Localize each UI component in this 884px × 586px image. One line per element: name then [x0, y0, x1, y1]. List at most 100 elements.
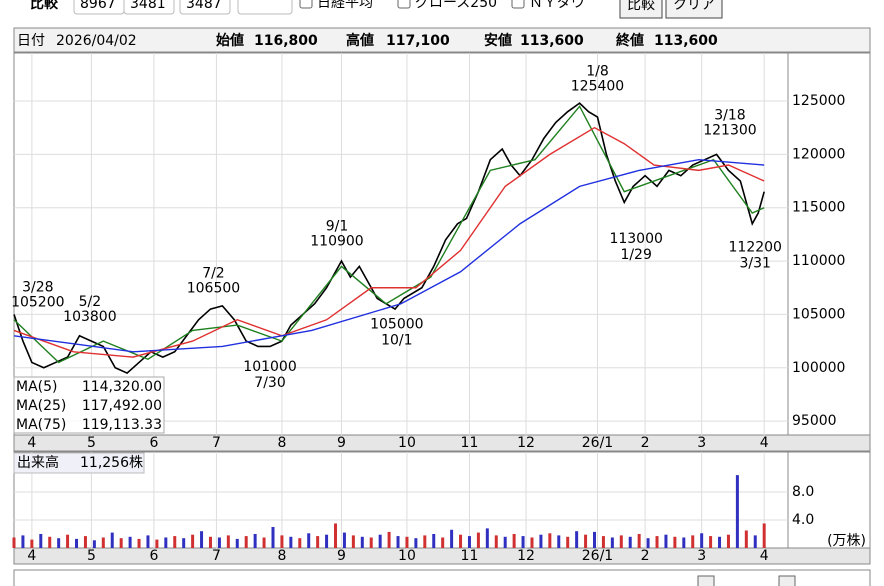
field-value: 113,600 [520, 33, 584, 49]
x-tick-label: 7 [212, 548, 221, 564]
x-tick-label: 2 [641, 548, 650, 564]
annotation: 1/8 [586, 64, 609, 80]
x-tick-label: 26/1 [582, 435, 613, 451]
volume-bar [280, 535, 284, 548]
volume-bar [75, 538, 79, 548]
volume-bar [441, 537, 445, 548]
volume-bar [83, 536, 87, 548]
code-input[interactable] [237, 0, 293, 15]
legend-value: 114,320.00 [82, 379, 162, 395]
volume-bar [762, 523, 766, 548]
volume-bar [262, 537, 266, 548]
volume-bar [753, 535, 757, 548]
volume-bar [432, 533, 436, 548]
x-tick-label: 4 [27, 548, 36, 564]
checkbox[interactable] [397, 0, 411, 9]
volume-bar [253, 533, 257, 548]
code-input[interactable] [123, 0, 175, 15]
month-band [13, 434, 871, 452]
volume-bar [628, 536, 632, 548]
y-tick-label: 100000 [792, 360, 845, 376]
volume-bar [119, 538, 123, 548]
x-tick-label: 6 [149, 435, 158, 451]
volume-bar [521, 536, 525, 548]
volume-bar [226, 535, 230, 548]
annotation: 3/31 [740, 256, 771, 272]
volume-bar [57, 538, 61, 548]
volume-bar [235, 538, 239, 548]
y-tick-label: 125000 [792, 93, 845, 109]
volume-bar [691, 535, 695, 548]
volume-bar [619, 535, 623, 548]
x-tick-label: 7 [212, 435, 221, 451]
legend-name: MA(5) [16, 379, 58, 395]
volume-bar [289, 536, 293, 548]
x-tick-label: 12 [517, 548, 535, 564]
volume-bar [271, 526, 275, 548]
x-tick-label: 4 [760, 548, 769, 564]
x-tick-label: 8 [277, 435, 286, 451]
date-label: 日付 [17, 33, 45, 49]
volume-bar [21, 535, 25, 548]
x-tick-label: 3 [697, 435, 706, 451]
volume-bar [298, 538, 302, 548]
volume-bar [637, 533, 641, 548]
volume-bar [557, 535, 561, 548]
volume-bar [494, 535, 498, 548]
volume-bar [316, 536, 320, 548]
volume-bar [566, 536, 570, 548]
x-tick-label: 5 [87, 435, 96, 451]
annotation: 125400 [571, 79, 624, 95]
code-input-text: 3487 [186, 0, 222, 12]
volume-title-box [13, 452, 145, 474]
button[interactable] [665, 0, 723, 19]
volume-bar [664, 534, 668, 548]
field-value: 113,600 [654, 33, 718, 49]
x-tick-label: 9 [337, 435, 346, 451]
volume-bar [575, 531, 579, 548]
volume-bar [208, 536, 212, 548]
annotation: 103800 [63, 309, 116, 325]
ma-line [13, 105, 765, 364]
volume-bar [718, 536, 722, 548]
code-input-text: 8967 [80, 0, 116, 12]
volume-bar [548, 533, 552, 548]
volume-bar [610, 537, 614, 548]
checkbox[interactable] [511, 0, 525, 9]
x-tick-label: 11 [461, 548, 479, 564]
y-tick-label: 95000 [792, 413, 837, 429]
code-input-text: 3481 [130, 0, 166, 12]
button[interactable] [619, 0, 663, 19]
annotation: 7/2 [202, 265, 225, 281]
volume-bar [92, 540, 96, 548]
volume-bar [244, 536, 248, 548]
volume-bar [146, 535, 150, 548]
field-label: 終値 [616, 32, 644, 49]
checkbox[interactable] [299, 0, 313, 9]
volume-bar [467, 536, 471, 548]
legend-name: MA(75) [16, 417, 66, 433]
scroll-handle[interactable] [778, 575, 796, 586]
legend-value: 119,113.33 [82, 417, 162, 433]
legend-value: 117,492.00 [82, 398, 162, 414]
volume-bar [682, 537, 686, 548]
x-tick-label: 26/1 [582, 548, 613, 564]
scroll-handle[interactable] [697, 575, 715, 586]
y-tick-label: 120000 [792, 146, 845, 162]
volume-bar [584, 534, 588, 548]
scroll-bar[interactable] [13, 569, 871, 586]
volume-bar [726, 534, 730, 548]
volume-bar [655, 536, 659, 548]
volume-panel [13, 451, 871, 549]
button-label: クリア [673, 0, 715, 13]
volume-bar [601, 536, 605, 548]
code-input[interactable] [179, 0, 231, 15]
annotation: 5/2 [79, 294, 102, 310]
volume-bar [405, 536, 409, 548]
volume-bar [476, 532, 480, 548]
annotation: 101000 [243, 359, 296, 375]
checkbox-label: グロース250 [415, 0, 497, 11]
volume-bar [414, 538, 418, 548]
volume-bar [503, 536, 507, 548]
x-tick-label: 11 [461, 435, 479, 451]
